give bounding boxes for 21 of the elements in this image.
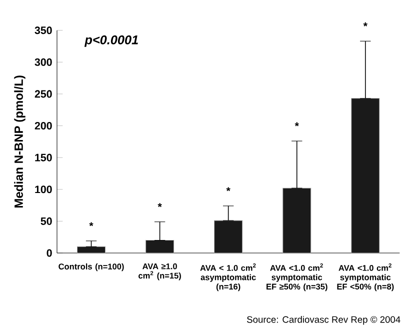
y-tick-label: 300 [34,58,52,66]
source-note: Source: Cardiovasc Rev Rep © 2004 [247,316,400,325]
text: * [363,22,368,26]
y-tick-label: 350 [34,26,52,34]
annotation: * [89,222,94,226]
x-tick-label: AVA <1.0 cm$^{2}$ symptomatic EF ≥50% (n=35) [266,263,328,292]
annotation: * [226,187,230,192]
y-tick-label: 0 [46,249,52,257]
y-tick-label: 250 [34,90,52,98]
x-tick-label: AVA < 1.0 cm$^{2}$ asymptomatic (n=16) [200,263,256,292]
annotation: * [294,122,299,126]
y-axis-title: Median N-BNP (pmol/L) [14,76,26,208]
y-tick-label: 200 [34,122,52,130]
annotation: * [158,203,162,208]
y-tick-label: 50 [40,217,52,225]
x-tick-label: AVA <1.0 cm$^{2}$ symptomatic EF <50% (n=8) [337,263,394,292]
y-tick-label: 150 [35,154,52,162]
y-tick-label: 100 [35,186,52,194]
x-tick-label: AVA ≥1.0 cm$^{2}$ (n=15) [138,263,181,280]
annotation: p<0.0001 [84,35,138,47]
x-tick-label: Controls (n=100) [58,263,124,272]
